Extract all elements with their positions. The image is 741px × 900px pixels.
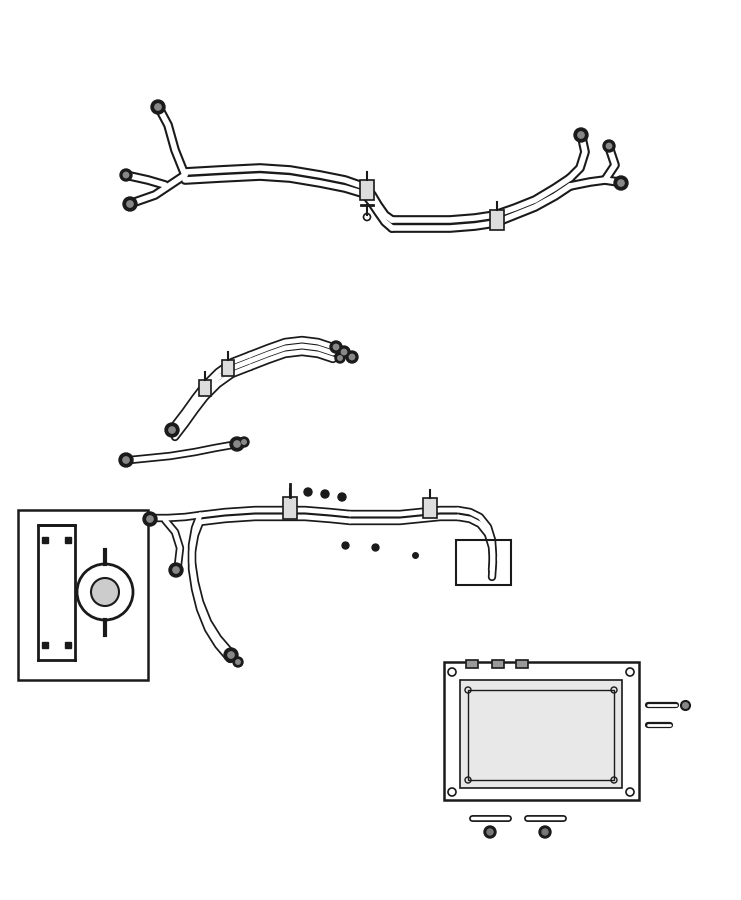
Circle shape <box>346 351 358 363</box>
Bar <box>360 180 374 200</box>
Bar <box>283 497 297 519</box>
Circle shape <box>539 826 551 838</box>
Circle shape <box>614 176 628 190</box>
Circle shape <box>155 104 161 110</box>
Circle shape <box>233 657 243 667</box>
Circle shape <box>91 578 119 606</box>
Circle shape <box>330 341 342 353</box>
Circle shape <box>224 648 238 662</box>
Circle shape <box>119 453 133 467</box>
Circle shape <box>230 437 244 451</box>
Circle shape <box>165 423 179 437</box>
Bar <box>18 510 148 680</box>
Circle shape <box>123 197 137 211</box>
Circle shape <box>127 201 133 207</box>
Circle shape <box>123 172 129 177</box>
Circle shape <box>169 427 175 433</box>
Circle shape <box>227 652 234 658</box>
Circle shape <box>239 437 249 447</box>
Circle shape <box>333 345 339 350</box>
Bar <box>460 680 622 788</box>
Circle shape <box>484 826 496 838</box>
Circle shape <box>147 516 153 522</box>
Circle shape <box>618 180 624 186</box>
Circle shape <box>338 493 346 501</box>
Circle shape <box>606 143 612 148</box>
Circle shape <box>120 169 132 181</box>
Circle shape <box>335 353 345 363</box>
Circle shape <box>234 441 240 447</box>
Circle shape <box>574 128 588 142</box>
Circle shape <box>321 490 329 498</box>
Circle shape <box>304 488 312 496</box>
Bar <box>468 690 614 780</box>
Circle shape <box>542 829 548 835</box>
Bar <box>222 360 234 376</box>
Circle shape <box>349 355 355 360</box>
Bar <box>492 660 504 668</box>
Circle shape <box>603 140 615 152</box>
Circle shape <box>151 100 165 114</box>
Circle shape <box>578 132 584 138</box>
Bar <box>423 498 437 518</box>
Circle shape <box>242 440 246 445</box>
Circle shape <box>173 567 179 573</box>
Bar <box>490 210 504 230</box>
Circle shape <box>143 512 157 526</box>
Circle shape <box>236 660 240 664</box>
Circle shape <box>169 563 183 577</box>
Bar <box>466 660 478 668</box>
Bar <box>444 662 639 800</box>
Bar <box>516 660 528 668</box>
Bar <box>456 540 511 585</box>
Circle shape <box>338 356 342 360</box>
Circle shape <box>487 829 493 835</box>
Circle shape <box>338 346 350 358</box>
Circle shape <box>342 349 347 355</box>
Bar <box>199 380 211 396</box>
Circle shape <box>123 457 129 464</box>
